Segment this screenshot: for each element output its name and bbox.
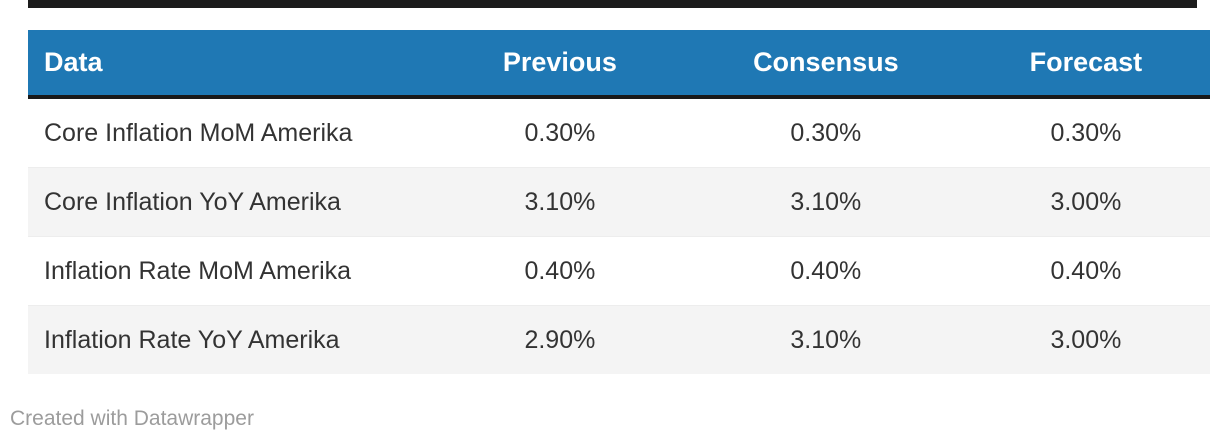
cell-forecast: 0.30% bbox=[1050, 118, 1122, 147]
column-header-data: Data bbox=[28, 30, 430, 99]
row-label: Core Inflation YoY Amerika bbox=[28, 167, 430, 237]
row-label: Core Inflation MoM Amerika bbox=[44, 118, 353, 147]
cell-previous: 0.40% bbox=[429, 236, 690, 306]
cell-consensus: 3.10% bbox=[689, 167, 962, 237]
row-label: Inflation Rate YoY Amerika bbox=[28, 305, 430, 374]
cell-forecast: 3.00% bbox=[961, 167, 1210, 237]
column-header-previous: Previous bbox=[429, 30, 690, 99]
cell-forecast: 0.40% bbox=[961, 236, 1210, 306]
table-row: Core Inflation YoY Amerika 3.10% 3.10% 3… bbox=[28, 167, 1210, 237]
table-row: Core Inflation MoM Amerika 0.30% 0.30% 0… bbox=[28, 97, 1210, 168]
datawrapper-credit: Created with Datawrapper bbox=[10, 407, 254, 430]
table-header: Data Previous Consensus Forecast bbox=[28, 30, 1210, 99]
cell-consensus: 0.40% bbox=[689, 236, 962, 306]
cell-forecast: 3.00% bbox=[961, 305, 1210, 374]
table-row: Inflation Rate YoY Amerika 2.90% 3.10% 3… bbox=[28, 305, 1210, 374]
table-container: Data Previous Consensus Forecast Core In… bbox=[28, 30, 1210, 374]
cell-previous: 0.30% bbox=[524, 118, 596, 147]
cell-consensus: 0.30% bbox=[790, 118, 862, 147]
table-row: Inflation Rate MoM Amerika 0.40% 0.40% 0… bbox=[28, 236, 1210, 306]
row-label: Inflation Rate MoM Amerika bbox=[28, 236, 430, 306]
cell-consensus: 3.10% bbox=[689, 305, 962, 374]
inflation-data-table: Data Previous Consensus Forecast Core In… bbox=[28, 30, 1210, 374]
cell-previous: 3.10% bbox=[429, 167, 690, 237]
top-border-bar bbox=[28, 0, 1197, 8]
header-row: Data Previous Consensus Forecast bbox=[28, 30, 1210, 99]
table-body: Core Inflation MoM Amerika 0.30% 0.30% 0… bbox=[28, 97, 1210, 374]
cell-previous: 2.90% bbox=[429, 305, 690, 374]
column-header-consensus: Consensus bbox=[689, 30, 962, 99]
column-header-forecast: Forecast bbox=[961, 30, 1210, 99]
